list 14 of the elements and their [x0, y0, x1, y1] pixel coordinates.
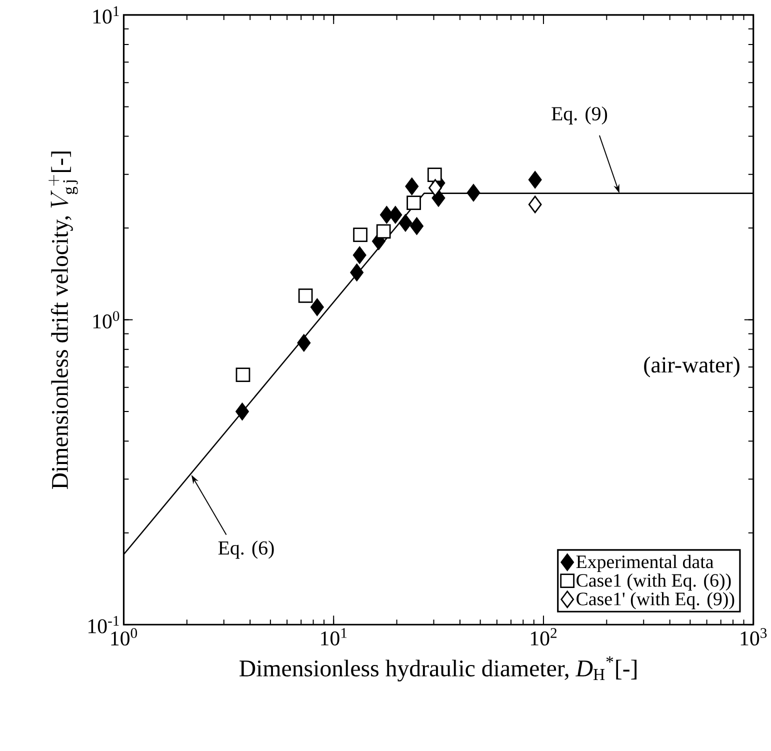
annotation: Eq. (6)	[218, 540, 274, 559]
legend-label: Case1 (with Eq. (6))	[576, 573, 731, 590]
x-tick-label: 10$^{2}$	[530, 628, 557, 646]
x-tick-label: 10$^{0}$	[111, 628, 138, 646]
x-tick-label: 10$^{1}$	[321, 628, 347, 646]
y-tick-label: 10$^{1}$	[93, 6, 119, 24]
legend-label: Case1' (with Eq. (9))	[576, 592, 734, 610]
y-axis-title: $\text{Dimensionless drift velocity, }V_{\mathrm{g\,j}}^{\,+}\text{[-]}$	[48, 152, 78, 489]
x-axis-title: Dimensionless hydraulic diameter, D$_{H}$$^{*}$[-]	[240, 656, 636, 682]
annotation: (air-water)	[644, 356, 740, 378]
annotation: Eq. (9)	[552, 106, 608, 124]
x-tick-label: 10$^{3}$	[740, 628, 767, 646]
legend-label: Experimental data	[576, 554, 714, 572]
y-tick-label: 10$^{0}$	[93, 310, 120, 328]
